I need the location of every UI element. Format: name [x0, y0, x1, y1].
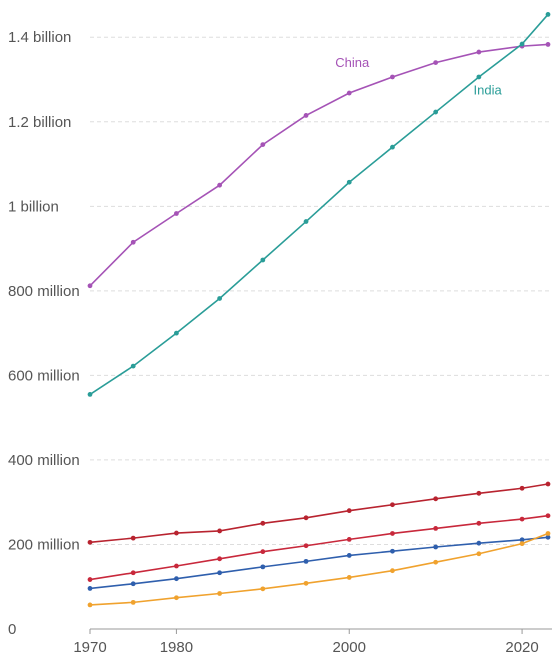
- india-point: [87, 392, 93, 397]
- china-point: [545, 42, 551, 47]
- china-line: [89, 43, 549, 287]
- series-4-point: [174, 563, 179, 569]
- series-6-point: [87, 602, 93, 608]
- series-3-point: [130, 535, 136, 541]
- series-4-point: [346, 536, 352, 542]
- x-tick-label: 1970: [73, 639, 106, 656]
- series-6-point: [476, 551, 482, 557]
- india-point: [519, 41, 525, 47]
- series-3-point: [545, 481, 551, 487]
- series-5-point: [519, 537, 525, 543]
- series-3-point: [174, 530, 179, 536]
- series-5-point: [390, 548, 395, 554]
- y-tick-label: 1.2 billion: [8, 114, 71, 131]
- series-5-point: [217, 570, 223, 576]
- series-3-point: [346, 508, 352, 514]
- series-5-point: [346, 553, 352, 558]
- series-3-point: [87, 539, 93, 545]
- india-line: [89, 13, 549, 396]
- china-point: [433, 60, 439, 66]
- y-tick-label: 0: [8, 621, 16, 638]
- series-6-point: [545, 531, 551, 536]
- china-point: [346, 90, 352, 96]
- series-group: China India: [87, 12, 551, 608]
- china-point: [130, 239, 136, 245]
- series-5-line: [89, 536, 549, 590]
- y-tick-label: 400 million: [8, 452, 80, 469]
- china-point: [303, 113, 309, 118]
- china-point: [87, 283, 93, 289]
- china-point: [390, 74, 395, 80]
- series-3-point: [433, 496, 439, 502]
- series-6-point: [433, 559, 439, 565]
- series-6-point: [260, 586, 266, 592]
- india-point: [390, 144, 395, 150]
- india-point: [476, 74, 482, 80]
- china-label: China: [335, 55, 370, 70]
- series-3-point: [390, 502, 395, 508]
- series-3-line: [89, 483, 549, 544]
- china-point: [476, 49, 482, 55]
- series-4-point: [130, 570, 136, 576]
- series-3-point: [519, 485, 525, 491]
- series-4-point: [433, 526, 439, 531]
- series-5-point: [303, 558, 309, 564]
- x-tick-label: 2020: [505, 639, 538, 656]
- series-6-point: [217, 591, 223, 596]
- series-4-point: [545, 513, 551, 519]
- series-5-point: [545, 534, 551, 540]
- series-4-point: [390, 531, 395, 536]
- y-tick-label: 200 million: [8, 536, 80, 553]
- y-tick-label: 800 million: [8, 283, 80, 300]
- china-point: [174, 211, 179, 216]
- india-point: [346, 179, 352, 185]
- series-6-point: [390, 568, 395, 574]
- china-point: [217, 182, 223, 188]
- x-tick-label: 2000: [333, 639, 366, 656]
- gridlines: [90, 36, 552, 545]
- series-4-point: [303, 543, 309, 549]
- series-5-point: [174, 576, 179, 582]
- series-3-point: [260, 520, 266, 526]
- series-6-point: [519, 541, 525, 547]
- series-3-point: [217, 528, 223, 534]
- india-point: [174, 330, 179, 336]
- india-point: [303, 219, 309, 224]
- series-5-point: [87, 586, 93, 591]
- india-label: India: [474, 82, 503, 97]
- india-point: [433, 109, 439, 115]
- series-5-point: [476, 540, 482, 546]
- series-5-point: [130, 581, 136, 587]
- y-tick-label: 1.4 billion: [8, 29, 71, 46]
- series-6-point: [174, 595, 179, 601]
- series-4-point: [87, 577, 93, 582]
- india-point: [545, 12, 551, 17]
- x-tick-label: 1980: [160, 639, 193, 656]
- series-6-point: [346, 575, 352, 580]
- series-4-point: [217, 556, 223, 562]
- y-tick-label: 1 billion: [8, 198, 59, 215]
- series-5-point: [433, 544, 439, 550]
- series-6-point: [130, 599, 136, 605]
- y-tick-label: 600 million: [8, 367, 80, 384]
- china-point: [260, 142, 266, 148]
- series-5-point: [260, 564, 266, 570]
- series-4-point: [260, 549, 266, 555]
- x-axis: 1970 1980 2000 2020: [73, 628, 552, 656]
- series-4-point: [476, 520, 482, 526]
- series-4-line: [89, 514, 549, 581]
- series-6-point: [303, 580, 309, 586]
- india-point: [217, 296, 223, 301]
- series-3-point: [303, 515, 309, 521]
- series-4-point: [519, 516, 525, 522]
- series-3-point: [476, 490, 482, 496]
- y-axis: 0 200 million 400 million 600 million 800 mi…: [8, 29, 80, 638]
- india-point: [130, 363, 136, 369]
- series-6-line: [89, 532, 549, 606]
- india-point: [260, 257, 266, 263]
